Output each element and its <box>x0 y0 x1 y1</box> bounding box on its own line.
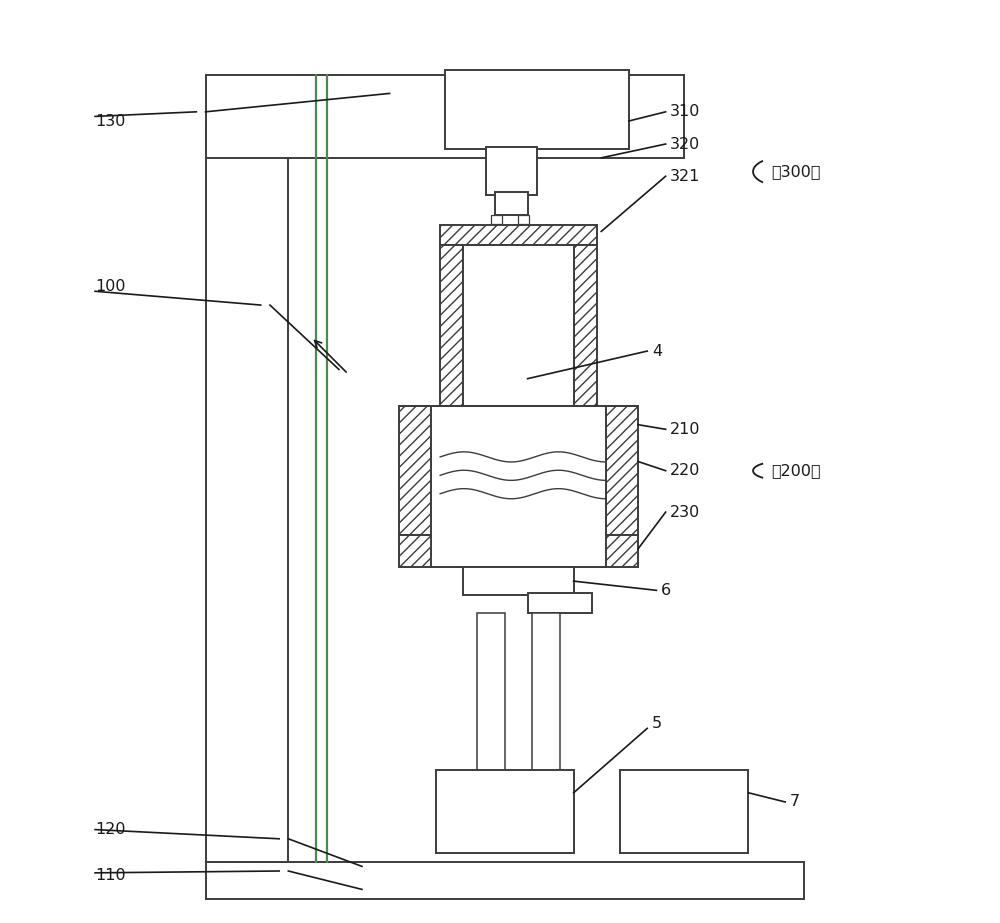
Text: 110: 110 <box>95 869 126 883</box>
Text: 4: 4 <box>652 343 662 358</box>
Bar <box>606 406 638 535</box>
Bar <box>463 568 574 595</box>
Bar <box>491 215 502 224</box>
Text: 320: 320 <box>670 137 700 151</box>
Text: 7: 7 <box>790 795 800 809</box>
Text: 100: 100 <box>95 279 126 294</box>
Bar <box>528 593 592 614</box>
Text: 6: 6 <box>661 582 671 598</box>
Bar <box>431 406 606 568</box>
Text: 《300》: 《300》 <box>771 164 821 179</box>
Bar <box>440 225 597 246</box>
Text: 220: 220 <box>670 463 701 478</box>
Text: 120: 120 <box>95 822 126 837</box>
Bar <box>574 246 597 429</box>
Bar <box>486 147 537 195</box>
Bar <box>440 246 463 429</box>
Bar <box>477 614 505 774</box>
Text: 5: 5 <box>652 716 662 731</box>
Bar <box>445 70 629 149</box>
Bar <box>532 614 560 774</box>
Bar <box>620 770 748 853</box>
Bar <box>206 126 288 862</box>
Text: 321: 321 <box>670 169 701 184</box>
Text: 230: 230 <box>670 505 700 520</box>
Bar <box>463 246 574 429</box>
Bar <box>206 75 684 158</box>
Bar <box>399 535 638 568</box>
Bar <box>399 406 431 535</box>
Bar <box>436 770 574 853</box>
Text: 210: 210 <box>670 422 701 437</box>
Text: 130: 130 <box>95 114 125 128</box>
Text: 310: 310 <box>670 104 701 119</box>
Bar <box>206 862 804 899</box>
Text: 《200》: 《200》 <box>771 463 821 478</box>
Bar <box>495 192 528 215</box>
Bar <box>518 215 529 224</box>
